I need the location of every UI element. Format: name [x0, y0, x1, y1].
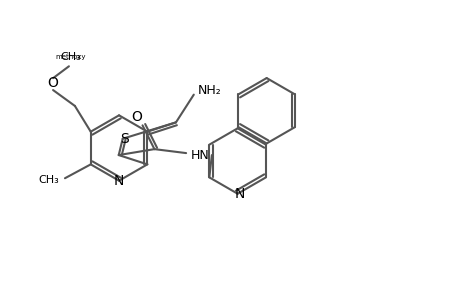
Text: methoxy: methoxy — [56, 54, 86, 60]
Text: HN: HN — [190, 148, 209, 162]
Text: CH₃: CH₃ — [61, 52, 81, 62]
Text: NH₂: NH₂ — [197, 84, 221, 97]
Text: O: O — [48, 76, 58, 90]
Text: O: O — [131, 110, 142, 124]
Text: N: N — [113, 174, 124, 188]
Text: N: N — [234, 187, 244, 201]
Text: CH₃: CH₃ — [39, 175, 59, 185]
Text: S: S — [120, 132, 129, 146]
